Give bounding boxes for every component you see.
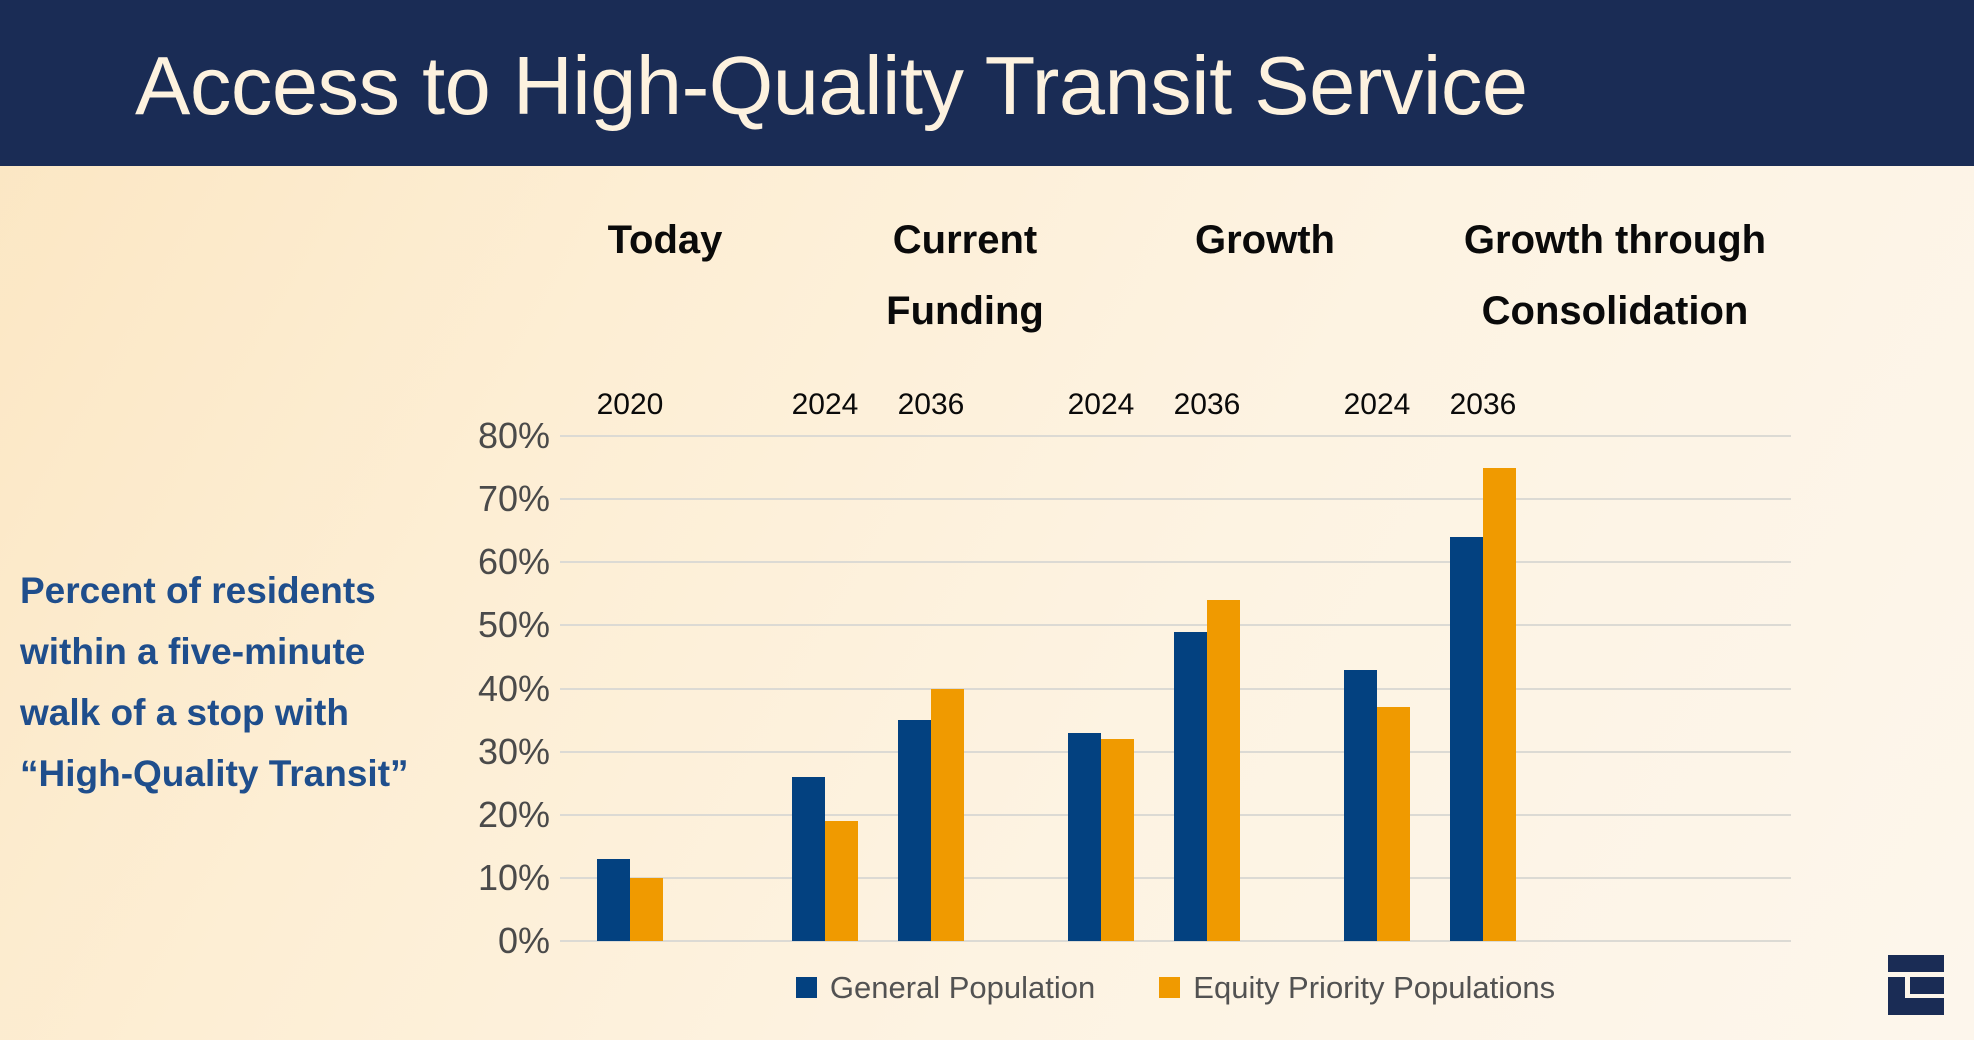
bar-chart-plot-area: 0% 10% 20% 30% 40% 50% 60% 70% 80% [478, 418, 1791, 959]
year-label: 2020 [596, 388, 664, 421]
y-axis-tick-label: 20% [477, 793, 550, 835]
gridline [560, 435, 1791, 437]
group-header-growth: Growth [1195, 218, 1335, 262]
gridline [560, 940, 1791, 942]
y-axis-tick-label: 30% [477, 730, 550, 772]
gridline [560, 561, 1791, 564]
bar-equity [1377, 707, 1410, 941]
group-header-today: Today [607, 218, 723, 262]
gridline [560, 624, 1791, 627]
year-label: 2036 [1173, 388, 1241, 421]
bar-equity [630, 877, 663, 941]
bar-equity [931, 688, 964, 941]
year-label: 2024 [791, 388, 859, 421]
bar-equity [1207, 600, 1240, 941]
bar-general [1174, 631, 1207, 941]
year-label: 2036 [897, 388, 965, 421]
legend-swatch-icon [795, 977, 817, 998]
y-axis-tick-label: 0% [497, 920, 550, 961]
year-label: 2036 [1449, 388, 1517, 421]
y-axis-tick-label: 10% [477, 856, 550, 898]
chart-legend: General Population Equity Priority Popula… [560, 972, 1791, 1003]
legend-label: General Population [829, 970, 1096, 1005]
bar-equity [1101, 739, 1134, 941]
y-axis-tick-label: 60% [477, 541, 550, 583]
gridline [560, 498, 1791, 501]
organization-logo-icon [1888, 955, 1944, 1015]
group-header-growth-through-consolidation: Growth through Consolidation [1463, 218, 1767, 333]
legend-swatch-icon [1159, 977, 1181, 998]
bar-general [792, 776, 825, 941]
y-axis-tick-label: 50% [477, 604, 550, 646]
legend-item[interactable]: Equity Priority Populations [1159, 972, 1555, 1003]
bar-equity [825, 821, 858, 941]
chart-caption: Percent of residents within a five-minut… [20, 570, 409, 794]
y-axis-tick-label: 70% [477, 478, 550, 520]
legend-item[interactable]: General Population [795, 970, 1096, 1005]
page-title: Access to High-Quality Transit Service [135, 39, 1528, 132]
legend-label: Equity Priority Populations [1193, 970, 1556, 1005]
bar-general [1344, 669, 1377, 941]
y-axis-tick-label: 80% [477, 415, 550, 456]
bar-general [898, 720, 931, 941]
year-label: 2024 [1067, 388, 1135, 421]
group-header-current-funding: Current Funding [886, 218, 1044, 333]
year-label: 2024 [1343, 388, 1411, 421]
bar-general [597, 858, 630, 941]
bar-general [1068, 732, 1101, 941]
slide-header-bar: Access to High-Quality Transit Service [0, 0, 1974, 166]
y-axis-tick-label: 40% [477, 667, 550, 709]
bar-general [1450, 537, 1483, 941]
bar-equity [1483, 467, 1516, 941]
